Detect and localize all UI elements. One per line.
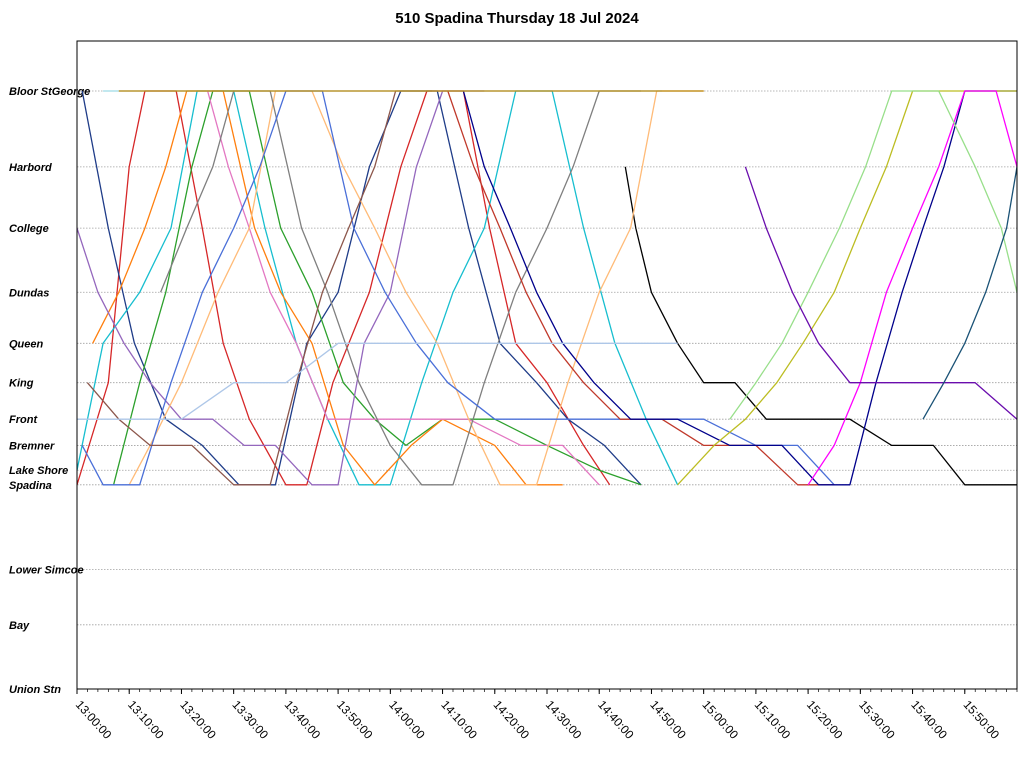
stop-label: Bay bbox=[9, 620, 30, 632]
trip-line-1 bbox=[77, 90, 611, 486]
x-tick-label: 14:40:00 bbox=[595, 698, 637, 742]
trip-line-16 bbox=[807, 90, 1017, 486]
trip-line-4 bbox=[112, 90, 642, 486]
x-tick-label: 14:30:00 bbox=[543, 698, 585, 742]
trip-line-22 bbox=[922, 166, 1017, 420]
stop-label: Harbord bbox=[9, 162, 52, 174]
x-tick-label: 13:30:00 bbox=[229, 698, 271, 742]
stop-label: Front bbox=[9, 414, 38, 426]
x-tick-label: 14:20:00 bbox=[491, 698, 533, 742]
x-tick-label: 14:00:00 bbox=[386, 698, 428, 742]
stop-label: College bbox=[9, 223, 49, 235]
x-tick-label: 13:00:00 bbox=[73, 698, 115, 742]
stop-label: Dundas bbox=[9, 287, 49, 299]
stop-label: King bbox=[9, 378, 34, 390]
x-tick-label: 15:50:00 bbox=[961, 698, 1003, 742]
stop-labels: Bloor StGeorge Harbord College Dundas Queen K… bbox=[9, 86, 90, 696]
trip-lines bbox=[77, 90, 1017, 486]
trip-line-7 bbox=[77, 90, 485, 486]
trip-line-9 bbox=[128, 90, 704, 486]
trip-line-14 bbox=[462, 90, 1017, 486]
time-axis: 13:00:00 13:10:00 13:20:00 13:30:00 13:40:00… bbox=[73, 689, 1018, 742]
trip-line-12 bbox=[86, 90, 433, 486]
trip-line-15 bbox=[677, 90, 1017, 486]
x-tick-label: 15:10:00 bbox=[752, 698, 794, 742]
x-tick-label: 13:10:00 bbox=[125, 698, 167, 742]
x-tick-label: 13:40:00 bbox=[282, 698, 324, 742]
x-tick-label: 15:40:00 bbox=[908, 698, 950, 742]
stop-gridlines bbox=[77, 90, 1017, 626]
trip-line-2 bbox=[81, 90, 642, 486]
stop-label: Lower Simcoe bbox=[9, 564, 84, 576]
chart-title: 510 Spadina Thursday 18 Jul 2024 bbox=[395, 10, 639, 27]
stop-label: Queen bbox=[9, 338, 44, 350]
stop-label: Bremner bbox=[9, 440, 55, 452]
stop-label: Spadina bbox=[9, 480, 52, 492]
trip-line-5 bbox=[92, 90, 563, 486]
trip-line-13 bbox=[447, 90, 835, 486]
x-tick-label: 15:30:00 bbox=[856, 698, 898, 742]
x-tick-label: 15:20:00 bbox=[804, 698, 846, 742]
trip-line-21 bbox=[77, 342, 678, 420]
trip-line-20 bbox=[744, 166, 1017, 420]
trip-line-10 bbox=[159, 90, 641, 486]
x-tick-label: 13:20:00 bbox=[177, 698, 219, 742]
stop-label: Lake Shore bbox=[9, 465, 68, 477]
trip-line-19 bbox=[729, 90, 1017, 420]
stop-label: Union Stn bbox=[9, 684, 61, 696]
x-tick-label: 15:00:00 bbox=[699, 698, 741, 742]
trip-line-11 bbox=[81, 90, 835, 486]
x-tick-label: 13:50:00 bbox=[334, 698, 376, 742]
stop-label: Bloor StGeorge bbox=[9, 86, 90, 98]
trip-line-6 bbox=[624, 166, 1017, 486]
x-tick-label: 14:10:00 bbox=[438, 698, 480, 742]
x-tick-label: 14:50:00 bbox=[647, 698, 689, 742]
trip-line-8 bbox=[206, 90, 600, 486]
